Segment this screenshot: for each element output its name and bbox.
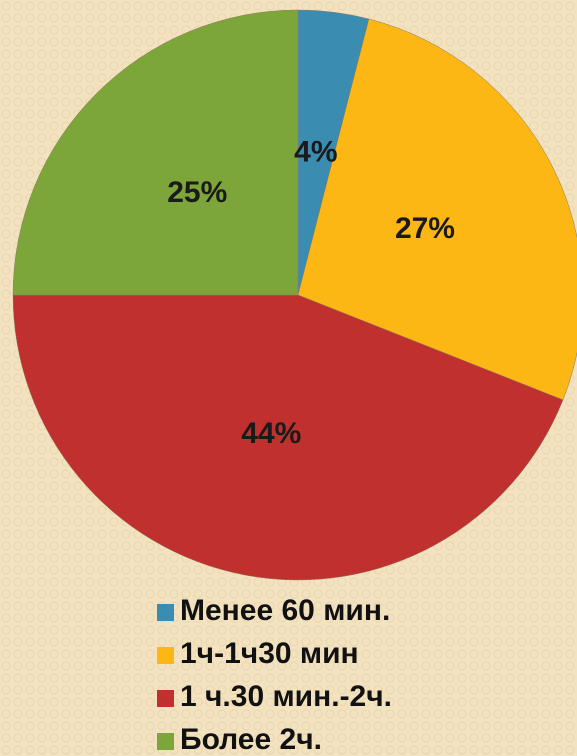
legend-label: Более 2ч. <box>180 723 322 756</box>
legend-swatch <box>157 647 174 664</box>
pie-slice <box>12 294 564 581</box>
legend-swatch <box>157 690 174 707</box>
data-label: 4% <box>294 136 337 169</box>
legend-swatch <box>157 733 174 750</box>
legend-label: Менее 60 мин. <box>180 594 390 627</box>
data-label: 25% <box>167 176 227 209</box>
data-label: 27% <box>395 212 455 245</box>
legend-label: 1ч-1ч30 мин <box>180 637 359 670</box>
pie-slice <box>12 9 299 296</box>
legend-label: 1 ч.30 мин.-2ч. <box>180 680 392 713</box>
legend-swatch <box>157 604 174 621</box>
data-label: 44% <box>241 417 301 450</box>
pie-slice <box>297 18 577 401</box>
